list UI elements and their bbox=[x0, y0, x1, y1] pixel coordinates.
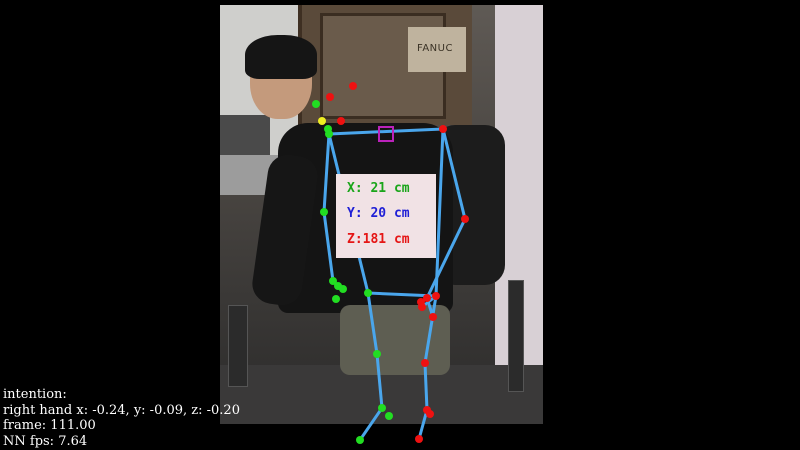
coord-x-text: X: 21 cm bbox=[347, 181, 410, 196]
joint-rfoot bbox=[415, 435, 423, 443]
scene-fanuc-box bbox=[408, 27, 466, 72]
joint-nose bbox=[318, 117, 326, 125]
joint-top bbox=[349, 82, 357, 90]
joint-rfoot2 bbox=[426, 410, 434, 418]
bone-lknee-lankle bbox=[375, 352, 384, 410]
joint-lear bbox=[324, 125, 332, 133]
scene-rail-right bbox=[508, 280, 524, 392]
info-overlay: intention: right hand x: -0.24, y: -0.09… bbox=[3, 387, 240, 449]
bone-rankle-rfoot bbox=[417, 408, 429, 441]
bone-lshoulder-rshoulder bbox=[327, 127, 445, 136]
fps-readout: NN fps: 7.64 bbox=[3, 433, 88, 449]
fanuc-label: FANUC bbox=[417, 43, 453, 54]
bone-lshoulder-lelbow bbox=[322, 132, 331, 214]
joint-rhip bbox=[432, 292, 440, 300]
coordinate-panel: X: 21 cm Y: 20 cm Z:181 cm bbox=[336, 174, 436, 258]
frame-readout: frame: 111.00 bbox=[3, 418, 96, 433]
coord-y-text: Y: 20 cm bbox=[347, 206, 410, 221]
bone-lhip-lknee bbox=[366, 291, 379, 356]
bone-rshoulder-relbow bbox=[441, 127, 467, 221]
joint-lelbow bbox=[320, 208, 328, 216]
scene-rail-left bbox=[228, 305, 248, 387]
joint-rknee bbox=[421, 359, 429, 367]
bone-lankle-lfoot bbox=[358, 406, 384, 442]
bone-lelbow-lwrist bbox=[322, 210, 335, 283]
joint-rhand3 bbox=[429, 313, 437, 321]
camera-frame: FANUC bbox=[220, 5, 543, 424]
bone-rshoulder-rhip bbox=[434, 127, 445, 298]
coord-z-text: Z:181 cm bbox=[347, 232, 410, 247]
joint-rhand2 bbox=[418, 303, 426, 311]
joint-lhand2 bbox=[339, 285, 347, 293]
joint-lhand3 bbox=[332, 295, 340, 303]
joint-lknee bbox=[373, 350, 381, 358]
bone-rknee-rankle bbox=[423, 361, 429, 412]
scene-person-hair bbox=[245, 35, 317, 79]
right-hand-readout: right hand x: -0.24, y: -0.09, z: -0.20 bbox=[3, 402, 240, 418]
joint-reye bbox=[326, 93, 334, 101]
bone-rhip-rknee bbox=[423, 294, 438, 365]
joint-lfoot2 bbox=[385, 412, 393, 420]
neck-marker bbox=[378, 126, 394, 142]
joint-lankle bbox=[378, 404, 386, 412]
joint-lwrist bbox=[329, 277, 337, 285]
scene-monitor bbox=[220, 115, 270, 160]
bone-relbow-rwrist bbox=[425, 217, 467, 300]
intention-label: intention: bbox=[3, 387, 67, 402]
joint-leye bbox=[312, 100, 320, 108]
joint-rear bbox=[337, 117, 345, 125]
joint-lfoot bbox=[356, 436, 364, 444]
joint-rwrist bbox=[423, 294, 431, 302]
joint-rshoulder bbox=[439, 125, 447, 133]
joint-relbow bbox=[461, 215, 469, 223]
joint-lhip bbox=[364, 289, 372, 297]
skeleton-joints bbox=[312, 82, 469, 444]
